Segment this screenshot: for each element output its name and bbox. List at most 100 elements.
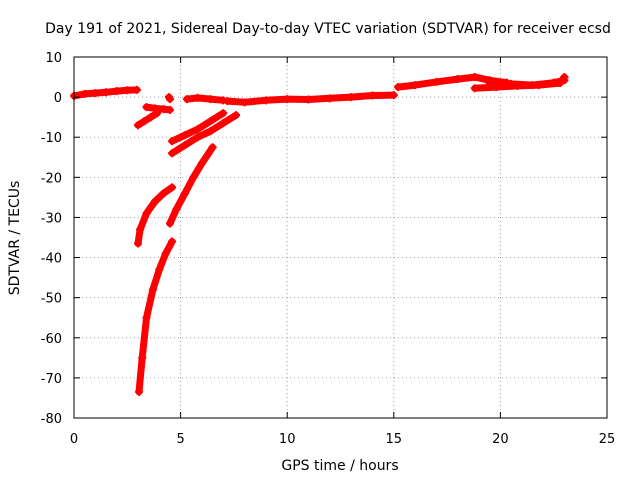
series-track-4 <box>164 93 174 104</box>
data-point <box>208 143 217 152</box>
series-track-6 <box>135 237 177 396</box>
y-tick-label: -40 <box>41 252 62 267</box>
data-point <box>411 81 420 90</box>
series-track <box>183 94 227 104</box>
series-track-11 <box>223 91 398 107</box>
data-point <box>161 249 170 258</box>
series-track-7 <box>165 143 217 228</box>
data-point <box>180 141 189 150</box>
data-point <box>549 78 558 87</box>
data-point <box>168 149 177 158</box>
data-point <box>146 113 155 122</box>
x-tick-label: 10 <box>279 432 296 447</box>
series-track-8 <box>168 111 241 158</box>
series-track <box>135 238 176 396</box>
data-point <box>151 104 160 113</box>
data-point <box>101 88 110 97</box>
data-point <box>180 189 189 198</box>
data-point <box>142 103 151 112</box>
grid <box>74 57 607 418</box>
x-tick-label: 0 <box>70 432 78 447</box>
series-track <box>134 183 176 247</box>
data-point <box>168 137 177 146</box>
data-point <box>197 159 206 168</box>
series-track-2 <box>133 109 162 130</box>
series-track-10 <box>182 93 228 105</box>
data-point <box>148 285 157 294</box>
plot-frame <box>73 56 608 419</box>
data-point <box>470 84 479 93</box>
series-track-9 <box>168 109 228 146</box>
data-point <box>132 85 141 94</box>
data-point <box>159 189 168 198</box>
data-point <box>304 95 313 104</box>
data-point <box>394 83 403 92</box>
data-point <box>347 93 356 102</box>
data-point <box>165 219 174 228</box>
data-point <box>138 353 147 362</box>
data-point <box>560 76 569 85</box>
data-point <box>80 89 89 98</box>
data-point <box>368 91 377 100</box>
data-point <box>283 95 292 104</box>
data-point <box>206 117 215 126</box>
data-point <box>133 121 142 130</box>
data-point <box>133 239 142 248</box>
y-tick-label: 0 <box>54 91 62 106</box>
data-point <box>223 97 232 106</box>
data-point <box>389 91 398 100</box>
data-point <box>151 197 160 206</box>
data-point <box>261 96 270 105</box>
y-tick-label: -60 <box>41 332 62 347</box>
x-tick-label: 20 <box>492 432 509 447</box>
y-tick-label: -20 <box>41 171 62 186</box>
data-point <box>135 387 144 396</box>
data-point <box>165 105 174 114</box>
data-point <box>168 183 177 192</box>
chart-title: Day 191 of 2021, Sidereal Day-to-day VTE… <box>45 21 611 37</box>
data-point <box>193 93 202 102</box>
axis-ticks: 0 5 10 15 20 25 10 0 -10 -20 -30 -40 -50 -60 -70 -80 <box>41 51 616 447</box>
y-tick-label: -30 <box>41 211 62 226</box>
data-point <box>193 133 202 142</box>
data-point <box>470 73 479 82</box>
data-point <box>219 119 228 128</box>
x-tick-label: 25 <box>599 432 616 447</box>
data-point <box>507 79 516 88</box>
data-point <box>206 127 215 136</box>
data-point <box>123 86 132 95</box>
data-point <box>140 117 149 126</box>
data-point <box>485 79 494 88</box>
data-point <box>112 87 121 96</box>
series-track <box>166 143 217 227</box>
series-track-1 <box>70 85 141 100</box>
data-point <box>165 95 174 104</box>
data-point <box>168 237 177 246</box>
x-tick-label: 5 <box>176 432 184 447</box>
y-tick-label: -50 <box>41 292 62 307</box>
data-point <box>528 81 537 90</box>
data-point <box>136 225 145 234</box>
data-point <box>206 95 215 104</box>
series-track <box>134 109 161 129</box>
series-track <box>168 111 240 157</box>
data-point <box>155 265 164 274</box>
series-track-14 <box>485 76 569 90</box>
data-point <box>91 89 100 98</box>
data-point <box>453 75 462 84</box>
data-point <box>142 313 151 322</box>
data-point <box>142 209 151 218</box>
y-tick-label: -80 <box>41 412 62 427</box>
data-point <box>432 77 441 86</box>
data-point <box>193 125 202 134</box>
data-point <box>189 173 198 182</box>
y-tick-label: 10 <box>45 51 62 66</box>
y-tick-label: -70 <box>41 372 62 387</box>
data-point <box>180 131 189 140</box>
x-axis-label: GPS time / hours <box>281 458 398 474</box>
data-point <box>232 111 241 120</box>
data-series <box>70 73 569 396</box>
data-point <box>325 94 334 103</box>
data-point <box>172 205 181 214</box>
